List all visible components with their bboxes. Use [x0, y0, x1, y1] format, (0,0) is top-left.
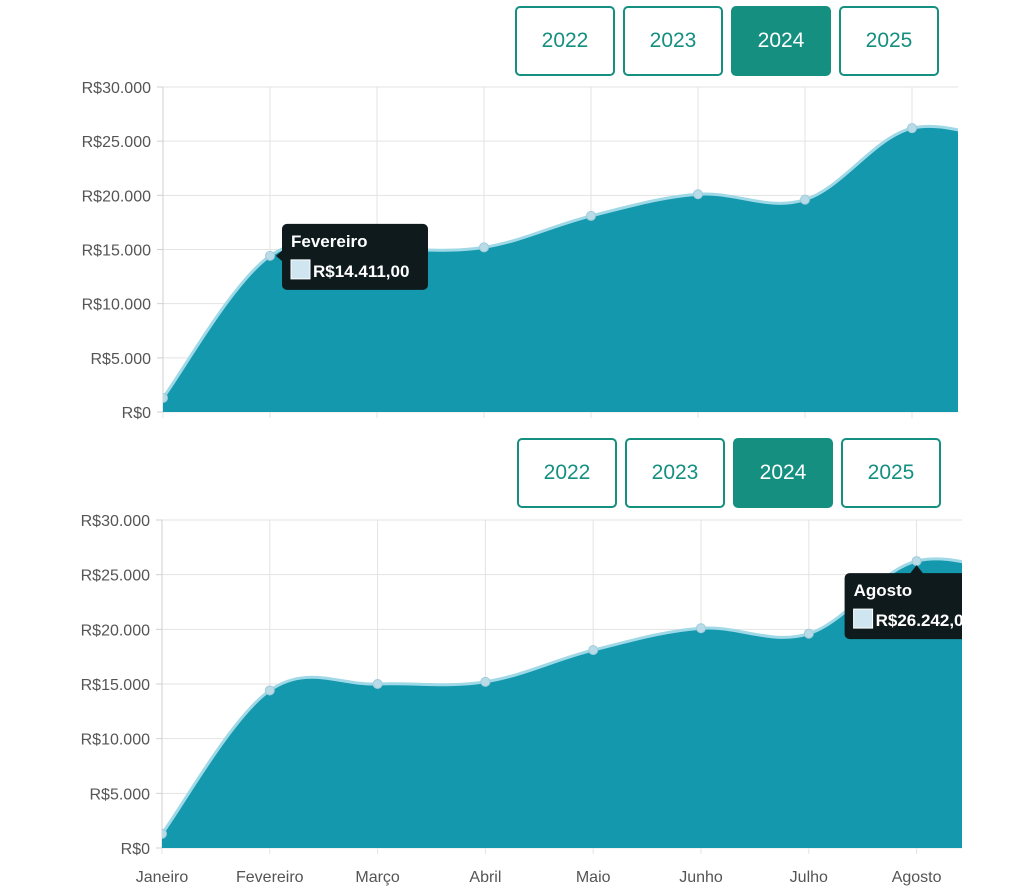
year-button-2024[interactable]: 2024	[733, 438, 833, 508]
tooltip-title: Fevereiro	[291, 232, 368, 251]
y-tick-label: R$20.000	[82, 188, 151, 205]
year-button-2024[interactable]: 2024	[731, 6, 831, 76]
y-tick-label: R$20.000	[81, 622, 150, 639]
y-tick-label: R$25.000	[81, 568, 150, 585]
year-button-2025[interactable]: 2025	[839, 6, 939, 76]
x-tick-label: Julho	[790, 869, 828, 886]
series-area	[163, 126, 958, 412]
tooltip-value: R$26.242,00	[876, 611, 973, 630]
y-tick-label: R$10.000	[81, 732, 150, 749]
data-point-julho	[800, 194, 810, 205]
data-point-agosto	[907, 123, 917, 134]
data-point-janeiro	[162, 828, 167, 839]
y-tick-label: R$25.000	[82, 134, 151, 151]
series-area	[162, 558, 962, 848]
y-tick-label: R$5.000	[90, 786, 151, 803]
year-selector-bottom: 2022 2023 2024 2025	[517, 438, 941, 508]
y-tick-label: R$0	[121, 841, 150, 858]
tooltip-color-swatch	[290, 259, 311, 280]
y-tick-label: R$5.000	[91, 351, 152, 368]
data-point-fevereiro	[264, 685, 275, 696]
data-point-janeiro	[163, 392, 168, 403]
tooltip-caret	[276, 249, 283, 262]
data-point-julho	[803, 628, 814, 639]
year-button-2023[interactable]: 2023	[625, 438, 725, 508]
year-selector-top: 2022 2023 2024 2025	[515, 6, 939, 76]
x-tick-label: Agosto	[892, 869, 942, 886]
data-point-maio	[588, 645, 599, 656]
y-tick-label: R$0	[122, 405, 151, 422]
chart-panel-top: R$0 R$5.000 R$10.000 R$15.000 R$20.000 R$25.0…	[0, 0, 1024, 432]
tooltip-box	[844, 573, 962, 640]
data-point-abril	[479, 242, 489, 253]
year-button-2023[interactable]: 2023	[623, 6, 723, 76]
y-tick-label: R$15.000	[82, 243, 151, 260]
year-button-2025[interactable]: 2025	[841, 438, 941, 508]
series-area-group	[163, 123, 958, 412]
tooltip-title: Agosto	[854, 581, 913, 600]
tooltip-color-swatch	[853, 608, 874, 629]
year-button-2022[interactable]: 2022	[515, 6, 615, 76]
series-line	[163, 124, 958, 399]
x-tick-label: Abril	[469, 869, 501, 886]
data-point-fevereiro	[265, 250, 275, 261]
area-chart-bottom[interactable]: R$0 R$5.000 R$10.000 R$15.000 R$20.000 R$25.0…	[0, 432, 1024, 895]
data-point-abril	[480, 676, 491, 687]
y-tick-label: R$15.000	[81, 677, 150, 694]
tooltip: Fevereiro R$14.411,00	[276, 223, 428, 290]
y-tick-label: R$10.000	[82, 297, 151, 314]
y-tick-label: R$30.000	[81, 513, 150, 530]
area-chart-top[interactable]: R$0 R$5.000 R$10.000 R$15.000 R$20.000 R$25.0…	[0, 0, 1024, 432]
tooltip-box-group: Agosto R$26.242,00	[844, 565, 973, 640]
x-tick-label: Junho	[679, 869, 723, 886]
x-tick-label: Março	[355, 869, 400, 886]
x-tick-label: Fevereiro	[236, 869, 304, 886]
x-tick-label: Janeiro	[136, 869, 189, 886]
data-point-maio	[586, 210, 596, 221]
tooltip-caret	[909, 565, 924, 575]
data-point-junho	[693, 189, 703, 200]
tooltip-value: R$14.411,00	[313, 262, 409, 281]
x-tick-label: Maio	[576, 869, 611, 886]
tooltip-box-group: Fevereiro R$14.411,00	[276, 223, 428, 290]
tooltip-box	[282, 223, 428, 290]
data-point-junho	[696, 623, 706, 634]
data-point-agosto	[911, 556, 922, 567]
data-point-março	[372, 679, 383, 689]
y-tick-label: R$30.000	[82, 80, 151, 97]
tooltip: Agosto R$26.242,00	[844, 565, 973, 640]
year-button-2022[interactable]: 2022	[517, 438, 617, 508]
chart-panel-bottom: R$0 R$5.000 R$10.000 R$15.000 R$20.000 R$25.0…	[0, 432, 1024, 895]
